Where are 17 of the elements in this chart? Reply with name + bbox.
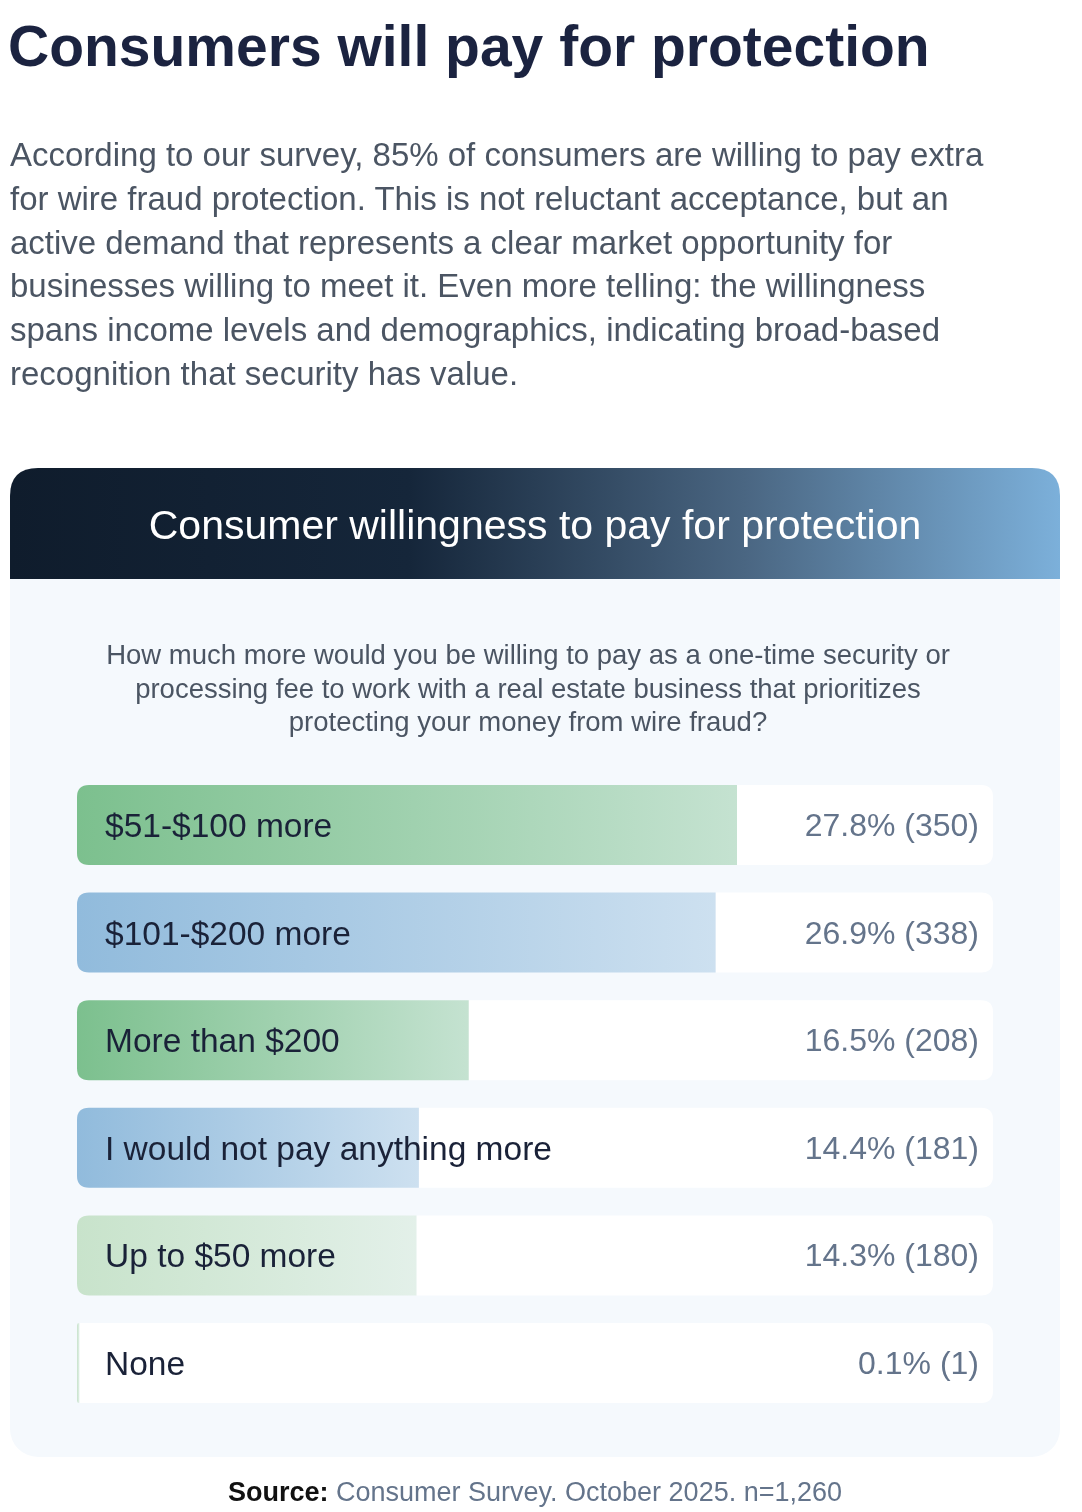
y-tick-label: $101-$200 more [105,914,351,952]
text: How much more would you be willing to pay as a one-time security or processing fee to work with a real estate business that prioritizes protecting your money from wire fraud? [106,639,950,737]
chart-title: Consumers will pay for protection [8,14,930,78]
data-label: 27.8% (350) [804,807,979,843]
data-label: 14.3% (180) [804,1237,979,1274]
chart-subtitle: According to our survey, 85% of consumers are willing to pay extra for wire fraud protection. This is not reluctant acceptance, but an active demand that represents a clear market opportunity for businesses willing to meet it. Even more telling: the willingness spans income levels and demographics, indicating broad-based recognition that security has value. [10,136,984,392]
data-label: 26.9% (338) [804,914,979,951]
data-label: 14.4% (181) [804,1129,979,1166]
y-tick-label: I would not pay anything more [105,1129,552,1167]
y-tick-label: None [105,1345,186,1382]
y-tick-label: $51-$100 more [105,807,333,844]
y-tick-label: More than $200 [105,1022,340,1060]
source-note: Source: Consumer Survey. October 2025. n=1,260 [227,1477,843,1507]
y-tick-label: Up to $50 more [105,1237,336,1275]
data-label: 0.1% (1) [858,1345,979,1381]
data-label: 16.5% (208) [804,1022,979,1059]
text: Consumer willingness to pay for protection [148,502,922,548]
